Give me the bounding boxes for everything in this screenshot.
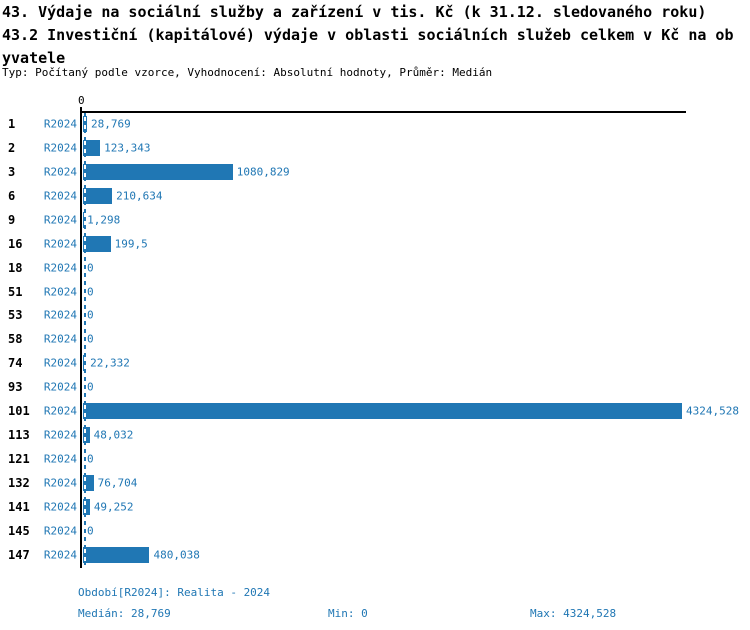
row-id-label: 145 xyxy=(8,523,30,538)
chart-row: 1 R2024 28,769 xyxy=(0,112,750,136)
bar-value-label: 76,704 xyxy=(97,476,138,490)
bar xyxy=(83,235,111,252)
row-period-label: R2024 xyxy=(43,237,77,251)
bar-value-label: 199,5 xyxy=(114,237,148,251)
bar-value-label: 0 xyxy=(87,261,94,275)
row-id-label: 141 xyxy=(8,499,30,514)
row-id-label: 58 xyxy=(8,332,23,347)
chart-title-line3: yvatele xyxy=(2,49,66,67)
row-period-label: R2024 xyxy=(43,404,77,418)
chart-row: 121 R2024 0 xyxy=(0,447,750,471)
bar xyxy=(83,139,101,156)
chart-row: 93 R2024 0 xyxy=(0,375,750,399)
row-period-label: R2024 xyxy=(43,165,77,179)
chart-meta-line: Typ: Počítaný podle vzorce, Vyhodnocení:… xyxy=(2,66,493,79)
row-period-label: R2024 xyxy=(43,380,77,394)
row-id-label: 53 xyxy=(8,308,23,323)
row-id-label: 16 xyxy=(8,236,23,251)
row-period-label: R2024 xyxy=(43,141,77,155)
row-period-label: R2024 xyxy=(43,213,77,227)
bar xyxy=(83,163,233,180)
row-id-label: 3 xyxy=(8,164,16,179)
footer-period-line: Období[R2024]: Realita - 2024 xyxy=(78,586,271,599)
chart-title-line1: 43. Výdaje na sociální služby a zařízení… xyxy=(2,3,707,21)
bar-value-label: 48,032 xyxy=(93,428,134,442)
bar-value-label: 0 xyxy=(87,524,94,538)
row-id-label: 51 xyxy=(8,284,23,299)
row-period-label: R2024 xyxy=(43,356,77,370)
row-id-label: 74 xyxy=(8,356,23,371)
row-period-label: R2024 xyxy=(43,548,77,562)
bar xyxy=(83,546,150,563)
row-period-label: R2024 xyxy=(43,285,77,299)
bar xyxy=(83,427,90,444)
bar xyxy=(83,499,90,515)
bar-value-label: 1,298 xyxy=(87,213,121,227)
row-period-label: R2024 xyxy=(43,428,77,442)
y-axis-line xyxy=(80,107,82,568)
row-id-label: 9 xyxy=(8,212,16,227)
chart-row: 74 R2024 22,332 xyxy=(0,351,750,375)
chart-title-line2: 43.2 Investiční (kapitálové) výdaje v ob… xyxy=(2,26,734,44)
bar xyxy=(83,187,113,204)
row-id-label: 132 xyxy=(8,476,30,491)
chart-row: 3 R2024 1080,829 xyxy=(0,160,750,184)
bar-value-label: 123,343 xyxy=(104,141,151,155)
footer-min-label: Min: 0 xyxy=(328,607,368,620)
bar-value-label: 4324,528 xyxy=(686,404,739,418)
row-id-label: 101 xyxy=(8,404,30,419)
row-period-label: R2024 xyxy=(43,189,77,203)
footer-median-label: Medián: 28,769 xyxy=(78,607,171,620)
chart-row: 9 R2024 1,298 xyxy=(0,208,750,232)
bar-chart-rows: 1 R2024 28,769 2 R2024 123,343 3 R2024 1… xyxy=(0,112,750,567)
chart-row: 145 R2024 0 xyxy=(0,519,750,543)
chart-row: 132 R2024 76,704 xyxy=(0,471,750,495)
chart-row: 147 R2024 480,038 xyxy=(0,543,750,567)
row-id-label: 113 xyxy=(8,428,30,443)
row-id-label: 6 xyxy=(8,188,16,203)
chart-row: 16 R2024 199,5 xyxy=(0,232,750,256)
bar-value-label: 0 xyxy=(87,380,94,394)
bar-value-label: 0 xyxy=(87,285,94,299)
row-period-label: R2024 xyxy=(43,476,77,490)
bar-value-label: 0 xyxy=(87,332,94,346)
row-period-label: R2024 xyxy=(43,261,77,275)
row-period-label: R2024 xyxy=(43,500,77,514)
footer-max-label: Max: 4324,528 xyxy=(530,607,617,620)
chart-row: 101 R2024 4324,528 xyxy=(0,399,750,423)
chart-row: 113 R2024 48,032 xyxy=(0,423,750,447)
bar-value-label: 0 xyxy=(87,308,94,322)
row-period-label: R2024 xyxy=(43,452,77,466)
x-axis-zero-tick-label: 0 xyxy=(78,94,85,107)
chart-row: 18 R2024 0 xyxy=(0,256,750,280)
row-id-label: 93 xyxy=(8,380,23,395)
row-period-label: R2024 xyxy=(43,308,77,322)
row-period-label: R2024 xyxy=(43,117,77,131)
median-dashed-line xyxy=(84,113,86,568)
bar xyxy=(83,403,682,420)
chart-row: 58 R2024 0 xyxy=(0,327,750,351)
row-id-label: 1 xyxy=(8,116,16,131)
chart-row: 6 R2024 210,634 xyxy=(0,184,750,208)
row-id-label: 147 xyxy=(8,547,30,562)
x-axis-line xyxy=(81,111,686,113)
chart-row: 53 R2024 0 xyxy=(0,304,750,328)
chart-row: 141 R2024 49,252 xyxy=(0,495,750,519)
chart-row: 51 R2024 0 xyxy=(0,280,750,304)
bar-value-label: 210,634 xyxy=(116,189,163,203)
bar-value-label: 22,332 xyxy=(90,356,130,370)
bar-value-label: 49,252 xyxy=(93,500,134,514)
bar-value-label: 480,038 xyxy=(153,548,200,562)
chart-row: 2 R2024 123,343 xyxy=(0,136,750,160)
bar-value-label: 1080,829 xyxy=(236,165,290,179)
bar-value-label: 28,769 xyxy=(90,117,131,131)
row-id-label: 2 xyxy=(8,140,16,155)
row-period-label: R2024 xyxy=(43,524,77,538)
bar xyxy=(83,475,94,492)
row-id-label: 121 xyxy=(8,452,30,467)
bar-value-label: 0 xyxy=(87,452,94,466)
row-period-label: R2024 xyxy=(43,332,77,346)
row-id-label: 18 xyxy=(8,260,23,275)
